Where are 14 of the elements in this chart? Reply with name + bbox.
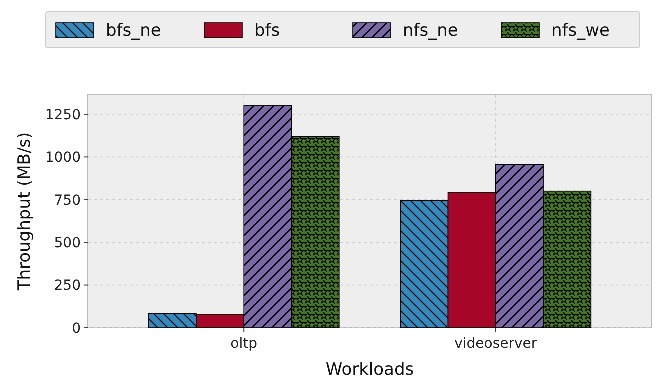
y-tick-label: 250 bbox=[54, 278, 81, 294]
x-tick-label: videoserver bbox=[454, 336, 538, 352]
y-tick-label: 1250 bbox=[45, 107, 81, 124]
legend-label: bfs_ne bbox=[106, 20, 162, 41]
y-axis-title: Throughput (MB/s) bbox=[15, 132, 35, 292]
y-tick-label: 1000 bbox=[45, 150, 81, 166]
y-tick-label: 500 bbox=[54, 235, 81, 252]
x-tick-label: oltp bbox=[230, 336, 258, 352]
legend-label: nfs_we bbox=[552, 20, 610, 41]
x-axis-title: Workloads bbox=[326, 360, 414, 380]
legend-label: bfs bbox=[254, 20, 280, 41]
y-tick-label: 0 bbox=[72, 320, 81, 337]
legend-label: nfs_ne bbox=[403, 20, 458, 41]
y-tick-label: 750 bbox=[54, 192, 81, 209]
